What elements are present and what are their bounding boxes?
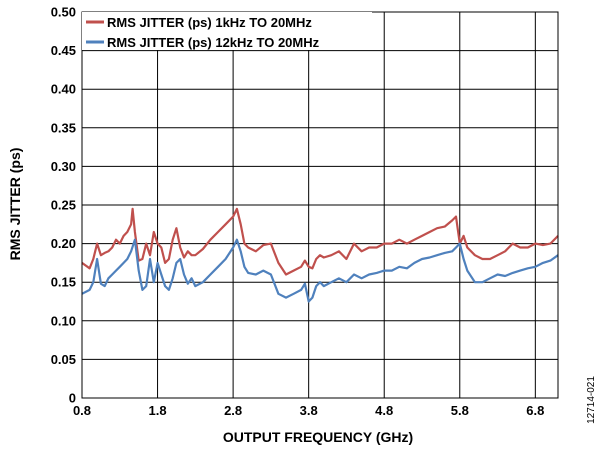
legend-box — [82, 12, 372, 50]
series-line-2 — [81, 238, 559, 303]
x-tick-labels: 0.8 1.8 2.8 3.8 4.8 5.8 6.8 — [73, 403, 544, 418]
legend: RMS JITTER (ps) 1kHz TO 20MHz RMS JITTER… — [82, 12, 372, 50]
y-tick-label: 0.10 — [51, 313, 76, 328]
legend-label-series-2: RMS JITTER (ps) 12kHz TO 20MHz — [107, 35, 320, 50]
y-tick-label: 0.45 — [51, 43, 76, 58]
y-tick-labels: 0 0.05 0.10 0.15 0.20 0.25 0.30 0.35 0.40 0.45 0.5… — [51, 5, 76, 406]
y-tick-label: 0.20 — [51, 236, 76, 251]
series-line-1 — [81, 207, 559, 276]
x-tick-label: 1.8 — [149, 403, 167, 418]
figure-id: 12714-021 — [586, 376, 597, 424]
y-tick-label: 0.35 — [51, 120, 76, 135]
y-tick-label: 0.05 — [51, 352, 76, 367]
x-tick-label: 5.8 — [451, 403, 469, 418]
y-tick-label: 0 — [69, 391, 76, 406]
x-tick-label: 6.8 — [526, 403, 544, 418]
y-tick-label: 0.40 — [51, 82, 76, 97]
y-axis-title: RMS JITTER (ps) — [7, 148, 23, 261]
series-lines — [81, 207, 559, 303]
y-tick-label: 0.15 — [51, 275, 76, 290]
y-tick-label: 0.25 — [51, 198, 76, 213]
x-axis-title: OUTPUT FREQUENCY (GHz) — [223, 429, 413, 445]
legend-label-series-1: RMS JITTER (ps) 1kHz TO 20MHz — [107, 15, 312, 30]
x-tick-label: 4.8 — [375, 403, 393, 418]
x-tick-label: 3.8 — [300, 403, 318, 418]
y-tick-label: 0.30 — [51, 159, 76, 174]
gridlines — [81, 11, 558, 399]
x-tick-label: 2.8 — [224, 403, 242, 418]
x-tick-label: 0.8 — [73, 403, 91, 418]
y-tick-label: 0.50 — [51, 5, 76, 20]
